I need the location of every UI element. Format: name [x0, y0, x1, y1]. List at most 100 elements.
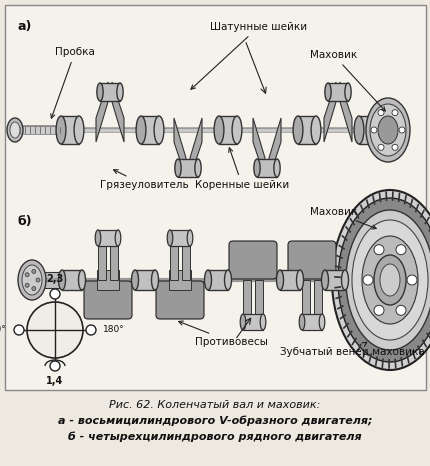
Bar — [208, 270, 227, 290]
Ellipse shape — [136, 116, 146, 144]
Polygon shape — [252, 118, 264, 178]
Text: Зубчатый венец маховика: Зубчатый венец маховика — [280, 342, 424, 357]
Ellipse shape — [377, 144, 383, 151]
Text: Пробка: Пробка — [51, 47, 95, 118]
Ellipse shape — [86, 325, 96, 335]
Polygon shape — [174, 118, 186, 178]
Polygon shape — [313, 280, 321, 314]
Ellipse shape — [391, 144, 397, 151]
Ellipse shape — [131, 270, 138, 290]
Ellipse shape — [276, 270, 283, 290]
Ellipse shape — [194, 159, 201, 177]
Ellipse shape — [319, 314, 324, 330]
Ellipse shape — [14, 325, 24, 335]
Ellipse shape — [345, 210, 430, 350]
Polygon shape — [181, 246, 190, 280]
Ellipse shape — [22, 265, 42, 295]
Polygon shape — [268, 118, 280, 178]
Ellipse shape — [321, 270, 328, 290]
Polygon shape — [301, 280, 309, 314]
Ellipse shape — [37, 272, 43, 288]
Ellipse shape — [379, 264, 399, 296]
Ellipse shape — [298, 314, 304, 330]
Ellipse shape — [406, 275, 416, 285]
Polygon shape — [169, 270, 190, 290]
Ellipse shape — [253, 159, 260, 177]
Text: Рис. 62. Коленчатый вал и маховик:: Рис. 62. Коленчатый вал и маховик: — [109, 400, 320, 410]
Ellipse shape — [369, 104, 405, 156]
Ellipse shape — [50, 289, 60, 299]
Text: Коренные шейки: Коренные шейки — [194, 148, 289, 190]
Ellipse shape — [377, 110, 383, 116]
Ellipse shape — [56, 116, 66, 144]
Ellipse shape — [331, 190, 430, 370]
Bar — [218, 116, 236, 144]
Ellipse shape — [391, 110, 397, 116]
Ellipse shape — [36, 278, 40, 282]
Ellipse shape — [62, 272, 68, 288]
Ellipse shape — [97, 83, 103, 101]
Ellipse shape — [175, 159, 181, 177]
Ellipse shape — [117, 83, 123, 101]
Ellipse shape — [32, 287, 36, 291]
Bar — [169, 230, 190, 246]
Bar — [62, 270, 82, 290]
Text: 180°: 180° — [0, 325, 7, 335]
Ellipse shape — [395, 305, 405, 315]
Polygon shape — [323, 82, 335, 142]
Ellipse shape — [7, 118, 23, 142]
Ellipse shape — [273, 159, 280, 177]
Polygon shape — [255, 280, 262, 314]
Ellipse shape — [204, 270, 211, 290]
Bar — [256, 159, 276, 177]
Bar — [280, 270, 299, 290]
Text: Грязеуловитель: Грязеуловитель — [100, 170, 188, 190]
Text: 2,3: 2,3 — [46, 274, 64, 284]
Polygon shape — [190, 118, 202, 178]
FancyBboxPatch shape — [156, 281, 203, 319]
Ellipse shape — [337, 198, 430, 362]
Ellipse shape — [370, 127, 376, 133]
Ellipse shape — [232, 116, 241, 144]
Ellipse shape — [344, 83, 350, 101]
Polygon shape — [339, 82, 351, 142]
Ellipse shape — [154, 116, 163, 144]
Bar — [178, 159, 197, 177]
Bar — [301, 314, 321, 330]
Ellipse shape — [224, 270, 231, 290]
Ellipse shape — [260, 314, 265, 330]
Bar — [40, 272, 65, 288]
Ellipse shape — [95, 230, 101, 246]
Ellipse shape — [373, 255, 405, 305]
FancyBboxPatch shape — [287, 241, 335, 279]
Ellipse shape — [167, 230, 172, 246]
Ellipse shape — [58, 270, 65, 290]
Ellipse shape — [324, 83, 330, 101]
Bar — [243, 314, 262, 330]
Ellipse shape — [240, 314, 245, 330]
Polygon shape — [96, 82, 108, 142]
Bar — [297, 116, 315, 144]
Ellipse shape — [32, 269, 36, 274]
Circle shape — [27, 302, 83, 358]
Bar — [100, 83, 120, 101]
Polygon shape — [112, 82, 124, 142]
Text: 180°: 180° — [103, 325, 124, 335]
Ellipse shape — [74, 116, 84, 144]
Ellipse shape — [296, 270, 303, 290]
Ellipse shape — [371, 116, 381, 144]
Text: Противовесы: Противовесы — [178, 321, 267, 347]
Ellipse shape — [361, 236, 417, 324]
Ellipse shape — [18, 260, 46, 300]
FancyBboxPatch shape — [228, 241, 276, 279]
Ellipse shape — [310, 116, 320, 144]
Bar — [141, 116, 159, 144]
Text: Маховик: Маховик — [309, 50, 384, 111]
Ellipse shape — [341, 270, 348, 290]
Ellipse shape — [373, 305, 383, 315]
Bar — [5, 5, 425, 390]
Ellipse shape — [151, 270, 158, 290]
Ellipse shape — [351, 220, 427, 340]
Bar — [61, 116, 79, 144]
Polygon shape — [98, 246, 106, 280]
